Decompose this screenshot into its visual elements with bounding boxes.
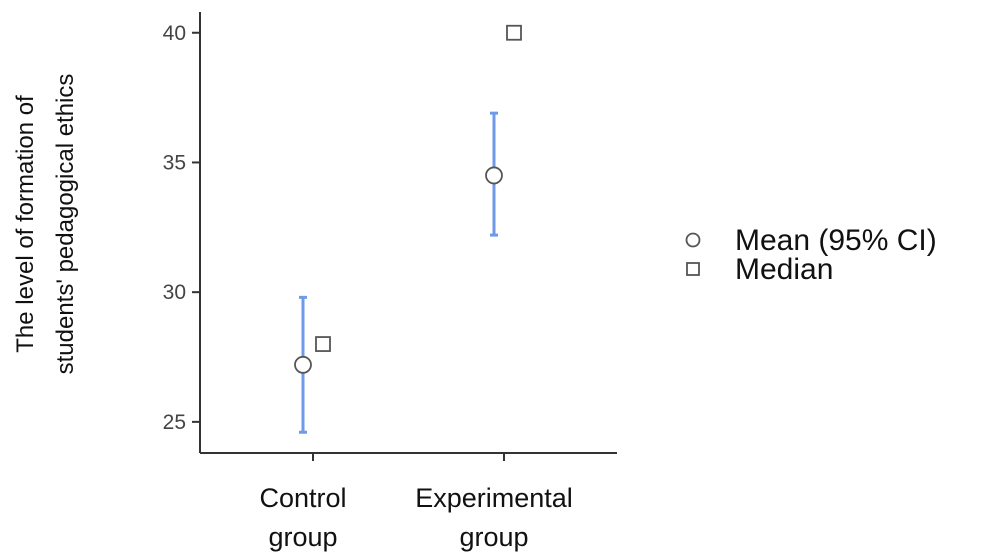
plot-area [294,24,522,434]
legend-mean-label: Mean (95% CI) [735,224,937,257]
y-tick-label: 35 [163,151,186,174]
legend-mean-marker [685,232,701,248]
y-axis-label-line: The level of formation of [12,95,39,353]
median-point [506,24,522,41]
median-point [315,336,331,352]
y-tick-label: 30 [163,281,186,304]
mean-point [294,355,312,374]
y-axis: 25 30 35 40 [163,12,201,453]
y-axis-label: The level of formation of students' pedag… [12,74,79,375]
x-tick-label: Control [259,483,346,513]
x-tick-label: group [459,522,528,552]
x-tick-label: Experimental [415,483,573,513]
legend-median-label: Median [735,253,833,286]
legend: Mean (95% CI)Median [685,224,937,286]
legend-median-marker [686,262,700,276]
x-tick-label: group [268,522,337,552]
x-axis: Control group Experimental group [200,452,617,552]
mean-point [485,166,503,185]
y-tick-label: 25 [163,411,186,434]
y-axis-label-line: students' pedagogical ethics [52,74,79,375]
y-tick-label: 40 [163,22,186,45]
